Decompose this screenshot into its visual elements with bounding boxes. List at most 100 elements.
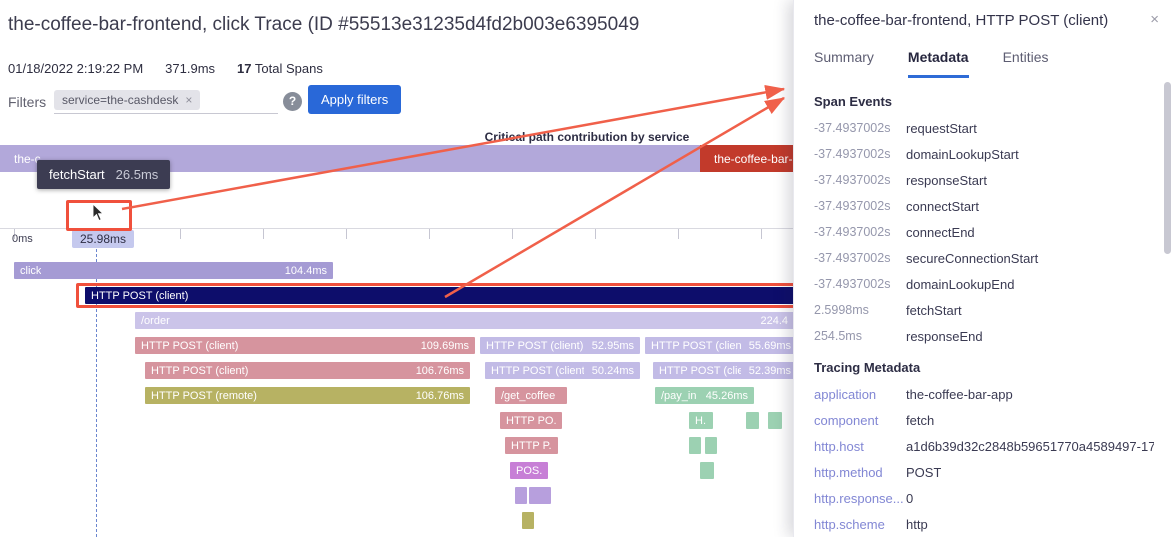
span-bar[interactable] bbox=[515, 487, 527, 504]
span-event-name: connectEnd bbox=[906, 225, 975, 240]
tracing-metadata-list: application the-coffee-bar-app component fe… bbox=[814, 387, 1154, 532]
span-bar-label: HTTP POST (client) bbox=[91, 289, 189, 302]
span-bar[interactable]: HTTP POST (client) 50.24ms bbox=[485, 362, 640, 379]
span-event-name: domainLookupEnd bbox=[906, 277, 1015, 292]
span-bar[interactable]: /get_coffee bbox=[495, 387, 567, 404]
timeline-tick bbox=[263, 229, 264, 239]
span-bar[interactable]: /order 224.4 bbox=[135, 312, 794, 329]
waterfall-row: /order 224.4 bbox=[0, 312, 1174, 329]
span-bar[interactable] bbox=[539, 487, 551, 504]
span-bar[interactable]: HTTP P... bbox=[505, 437, 558, 454]
cursor-icon bbox=[89, 202, 105, 228]
timeline-marker-label: 25.98ms bbox=[72, 230, 135, 248]
span-bar[interactable] bbox=[768, 412, 782, 429]
waterfall-row: HTTP POST (client) 106.76ms HTTP POST (cli… bbox=[0, 362, 1174, 379]
span-bar-value: 50.24ms bbox=[591, 364, 634, 377]
tracing-metadata-key: http.method bbox=[814, 465, 883, 480]
tab-entities[interactable]: Entities bbox=[1002, 49, 1049, 65]
waterfall-row: HTTP P... bbox=[0, 437, 1174, 454]
span-bar[interactable]: HTTP POST (client) 52.95ms bbox=[480, 337, 640, 354]
tracing-metadata-value: 0 bbox=[906, 491, 914, 506]
panel-title: the-coffee-bar-frontend, HTTP POST (clie… bbox=[814, 12, 1109, 29]
span-event-tooltip: fetchStart 26.5ms bbox=[37, 160, 171, 189]
span-event-row: -37.4937002s connectEnd bbox=[814, 225, 1154, 240]
tab-metadata[interactable]: Metadata bbox=[907, 49, 969, 78]
span-bar[interactable]: HTTP POST (client) 52.39ms bbox=[653, 362, 797, 379]
tracing-metadata-value: POST bbox=[906, 465, 942, 480]
span-bar-value: 224.4 bbox=[760, 314, 788, 327]
span-event-time: -37.4937002s bbox=[814, 225, 891, 239]
span-event-time: 2.5998ms bbox=[814, 303, 869, 317]
annotation-cursor-highlight bbox=[66, 200, 132, 231]
span-bar[interactable] bbox=[529, 487, 541, 504]
waterfall-row: HTTP POST (client) 109.69ms HTTP POST (cli… bbox=[0, 337, 1174, 354]
span-bar[interactable]: HTTP POST (client) 106.76ms bbox=[145, 362, 470, 379]
span-bar[interactable] bbox=[705, 437, 717, 454]
span-event-row: -37.4937002s responseStart bbox=[814, 173, 1154, 188]
span-bar-value: 106.76ms bbox=[415, 389, 464, 402]
span-bar[interactable]: click 104.4ms bbox=[14, 262, 333, 279]
span-event-name: requestStart bbox=[906, 121, 977, 136]
timeline-tick bbox=[429, 229, 430, 239]
span-bar[interactable]: H... bbox=[689, 412, 713, 429]
span-event-row: -37.4937002s domainLookupStart bbox=[814, 147, 1154, 162]
close-icon[interactable]: × bbox=[1150, 11, 1159, 28]
span-event-name: fetchStart bbox=[906, 303, 962, 318]
span-event-time: -37.4937002s bbox=[814, 277, 891, 291]
span-event-time: -37.4937002s bbox=[814, 147, 891, 161]
span-bar-label: HTTP POST (remote) bbox=[151, 389, 257, 402]
span-bar[interactable]: HTTP PO... bbox=[500, 412, 562, 429]
tracing-metadata-row: application the-coffee-bar-app bbox=[814, 387, 1154, 402]
span-bar[interactable]: /pay_in 45.26ms bbox=[655, 387, 754, 404]
span-bar[interactable] bbox=[746, 412, 759, 429]
span-bar-label: HTTP P... bbox=[511, 439, 552, 452]
tracing-metadata-row: http.method POST bbox=[814, 465, 1154, 480]
span-event-name: responseEnd bbox=[906, 329, 983, 344]
span-bar-label: HTTP POST (client) bbox=[486, 339, 584, 352]
span-details-panel: the-coffee-bar-frontend, HTTP POST (clie… bbox=[793, 0, 1174, 537]
span-event-name: domainLookupStart bbox=[906, 147, 1019, 162]
panel-tabs: Summary Metadata Entities bbox=[814, 49, 1154, 78]
span-bar[interactable]: HTTP POST (remote) 106.76ms bbox=[145, 387, 470, 404]
tracing-metadata-key: http.host bbox=[814, 439, 864, 454]
span-bar-label: /get_coffee bbox=[501, 389, 556, 402]
span-bar-value: 52.39ms bbox=[748, 364, 791, 377]
span-bar[interactable] bbox=[700, 462, 714, 479]
span-bar[interactable]: POS... bbox=[510, 462, 548, 479]
waterfall-row: HTTP PO... H... bbox=[0, 412, 1174, 429]
timeline-tick bbox=[14, 229, 15, 239]
panel-scrollbar[interactable] bbox=[1164, 82, 1171, 254]
timeline-origin-label: 0ms bbox=[12, 233, 33, 245]
span-bar[interactable] bbox=[522, 512, 534, 529]
span-event-time: 254.5ms bbox=[814, 329, 862, 343]
span-event-row: -37.4937002s requestStart bbox=[814, 121, 1154, 136]
span-event-row: -37.4937002s connectStart bbox=[814, 199, 1154, 214]
tracing-metadata-value: http bbox=[906, 517, 928, 532]
tracing-metadata-heading: Tracing Metadata bbox=[814, 360, 921, 375]
span-bar[interactable]: HTTP POST (client) 109.69ms bbox=[135, 337, 475, 354]
span-event-time: -37.4937002s bbox=[814, 173, 891, 187]
span-bar[interactable] bbox=[689, 437, 701, 454]
span-bar-label: HTTP POST (client) bbox=[659, 364, 741, 377]
span-bar-label: HTTP POST (client) bbox=[141, 339, 239, 352]
span-event-row: 254.5ms responseEnd bbox=[814, 329, 1154, 344]
timeline-tick bbox=[346, 229, 347, 239]
span-bar[interactable]: HTTP POST (client) 55.69ms bbox=[645, 337, 797, 354]
tooltip-event-value: 26.5ms bbox=[115, 167, 159, 182]
tracing-metadata-row: http.scheme http bbox=[814, 517, 1154, 532]
trace-span-count: 17 Total Spans bbox=[237, 61, 323, 76]
trace-timestamp: 01/18/2022 2:19:22 PM bbox=[8, 61, 144, 76]
span-event-row: 2.5998ms fetchStart bbox=[814, 303, 1154, 318]
tracing-metadata-value: the-coffee-bar-app bbox=[906, 387, 1013, 402]
span-event-name: connectStart bbox=[906, 199, 979, 214]
timeline-tick bbox=[180, 229, 181, 239]
waterfall-row bbox=[0, 512, 1174, 529]
tab-summary[interactable]: Summary bbox=[814, 49, 874, 65]
span-event-time: -37.4937002s bbox=[814, 199, 891, 213]
span-bar-label: click bbox=[20, 264, 42, 277]
span-bar-label: HTTP PO... bbox=[506, 414, 556, 427]
span-event-name: responseStart bbox=[906, 173, 987, 188]
span-bar-label: /order bbox=[141, 314, 170, 327]
